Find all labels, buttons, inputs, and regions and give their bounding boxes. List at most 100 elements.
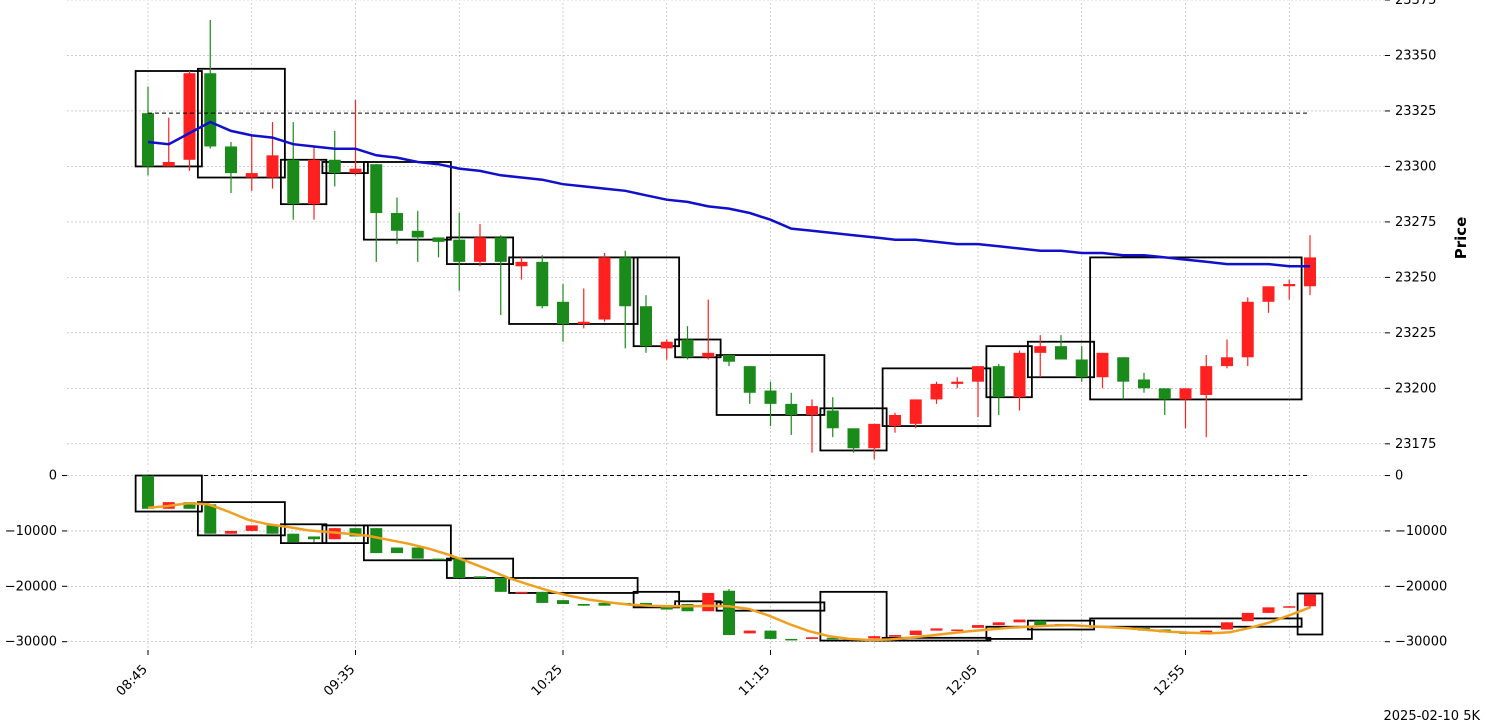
candle-body — [183, 73, 196, 160]
candle-body — [868, 636, 881, 639]
candle-body — [930, 628, 943, 631]
candle-body — [225, 146, 237, 174]
price-tick-label: 23225 — [1395, 326, 1436, 341]
x-tick-label: 10:25 — [529, 662, 566, 699]
candle-body — [1241, 301, 1254, 358]
candle-body — [1034, 346, 1047, 353]
range-box — [508, 256, 639, 325]
range-box — [362, 161, 452, 241]
candle-body — [453, 239, 466, 262]
candle-body — [266, 525, 279, 534]
range-box — [1089, 256, 1303, 401]
candle-body — [1241, 612, 1254, 622]
candle-body — [204, 73, 217, 147]
candle-body — [474, 576, 486, 578]
candle-body — [1013, 352, 1026, 398]
price-tick-label: 23175 — [1395, 437, 1436, 452]
candle-body — [972, 366, 984, 382]
candle-body — [1283, 606, 1296, 608]
candle-body — [494, 237, 507, 262]
candle-body — [391, 547, 403, 554]
range-box — [985, 345, 1033, 399]
candle-body — [847, 428, 860, 449]
candle-body — [743, 630, 756, 634]
candle-body — [598, 257, 611, 320]
candle-body — [702, 352, 715, 358]
candle-body — [764, 390, 777, 404]
range-box — [321, 524, 369, 545]
range-box — [1026, 619, 1096, 631]
candle-body — [1262, 286, 1275, 302]
candle-body — [951, 381, 964, 384]
indicator-tick-label-right: −30000 — [1395, 635, 1447, 650]
candle-body — [826, 637, 839, 640]
candle-body — [702, 592, 715, 612]
footer-caption: 2025-02-10 5K — [1384, 709, 1481, 724]
candle-body — [557, 301, 569, 324]
candle-body — [743, 366, 756, 393]
candle-body — [640, 602, 652, 606]
candle-body — [598, 602, 611, 606]
range-box — [508, 577, 639, 594]
candle-body — [660, 341, 673, 349]
candle-body — [536, 261, 549, 307]
indicator-tick-label-left: −30000 — [5, 635, 57, 650]
candle-body — [909, 399, 922, 424]
candle-body — [640, 306, 652, 347]
x-tick-label: 12:55 — [1151, 662, 1188, 699]
candle-body — [764, 630, 777, 639]
indicator-tick-label-right: −10000 — [1395, 524, 1447, 539]
candle-body — [1283, 284, 1296, 287]
range-box — [674, 338, 722, 359]
candle-body — [515, 261, 528, 267]
candle-body — [660, 605, 673, 610]
candle-body — [287, 159, 300, 205]
candle-body — [1096, 352, 1109, 378]
candle-body — [411, 547, 424, 559]
candle-body — [349, 168, 362, 174]
candle-body — [453, 558, 466, 578]
candle-body — [245, 525, 258, 531]
candle-body — [266, 155, 279, 178]
price-tick-label: 23250 — [1395, 270, 1436, 285]
candle-body — [1221, 622, 1233, 630]
candle-body — [992, 622, 1005, 626]
range-box — [1089, 617, 1303, 628]
candle-body — [1075, 359, 1088, 378]
candle-body — [909, 630, 922, 636]
price-tick-label: 23350 — [1395, 48, 1436, 63]
indicator-tick-label-left: −10000 — [5, 524, 57, 539]
range-box — [362, 524, 452, 562]
range-box — [279, 523, 328, 545]
moving-average-lines — [147, 120, 1311, 642]
candle-body — [1221, 357, 1233, 367]
range-box — [1296, 592, 1324, 636]
candle-body — [1158, 388, 1171, 400]
price-tick-label: 23275 — [1395, 215, 1436, 230]
candle-body — [1304, 257, 1316, 287]
indicator-ema-line — [147, 501, 1311, 642]
candle-body — [1304, 594, 1316, 607]
candle-body — [806, 637, 818, 639]
candle-body — [474, 237, 486, 262]
price-tick-label: 23200 — [1395, 381, 1436, 396]
candle-body — [515, 591, 528, 594]
candle-body — [889, 635, 901, 637]
price-tick-label: 23325 — [1395, 104, 1436, 119]
candle-body — [577, 604, 590, 606]
candle-body — [183, 502, 196, 509]
candle-body — [1138, 379, 1150, 389]
candle-body — [681, 339, 694, 358]
candle-body — [494, 578, 507, 592]
indicator-tick-label-left: 0 — [49, 469, 57, 484]
candle-body — [785, 638, 798, 641]
candle-body — [826, 410, 839, 429]
candle-body — [1179, 388, 1192, 400]
candle-body — [785, 403, 798, 415]
reference-lines — [148, 112, 1310, 477]
candle-body — [162, 161, 175, 167]
candle-body — [1055, 346, 1067, 360]
candle-body — [308, 159, 320, 205]
candle-body — [1034, 620, 1047, 626]
